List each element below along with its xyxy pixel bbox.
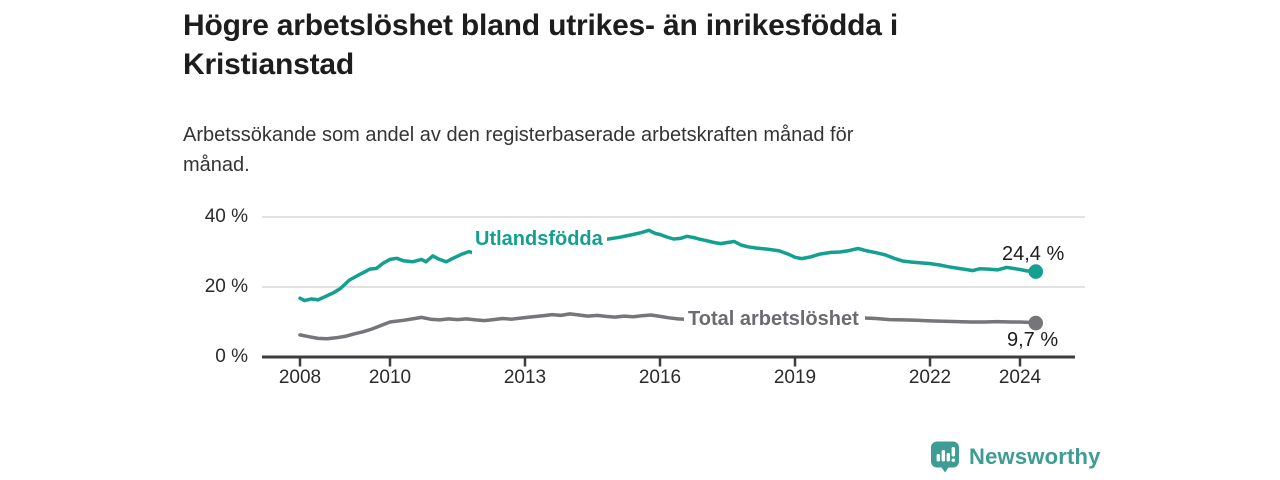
newsworthy-logo: Newsworthy [930,441,1101,473]
x-tick-label: 2019 [773,367,817,388]
end-value-label-utlandsfodda: 24,4 % [1002,243,1065,265]
chart-title-line-1: Högre arbetslöshet bland utrikes- än inr… [183,9,898,42]
chart-title: Högre arbetslöshet bland utrikes- än inr… [183,6,898,84]
end-value-label-total: 9,7 % [1007,329,1059,351]
bar-chart-speech-bubble-icon [931,441,959,473]
y-tick-label: 0 % [215,346,248,367]
x-tick-label: 2016 [638,367,682,388]
x-tick-label: 2022 [908,367,952,388]
chart-subtitle-line-2: månad. [183,154,250,176]
chart-title-line-2: Kristianstad [183,48,354,81]
series-end-dot [1028,315,1044,331]
x-tick-label: 2024 [998,367,1042,388]
y-tick-label: 20 % [204,276,248,297]
series-label-utlandsfodda: Utlandsfödda [472,227,607,257]
x-tick-label: 2013 [503,367,547,388]
x-tick-label: 2010 [368,367,412,388]
line-series-total [298,312,1038,341]
x-tick-label: 2008 [278,367,322,388]
series-end-dot [1028,264,1044,279]
newsworthy-logo-text: Newsworthy [969,444,1101,469]
y-tick-label: 40 % [204,206,248,227]
line-series-utlandsfodda [298,228,1038,303]
chart-subtitle: Arbetssökande som andel av den registerb… [183,120,853,180]
chart-subtitle-line-1: Arbetssökande som andel av den registerb… [183,124,854,146]
series-label-total-arbetsloshet: Total arbetslöshet [684,306,865,333]
